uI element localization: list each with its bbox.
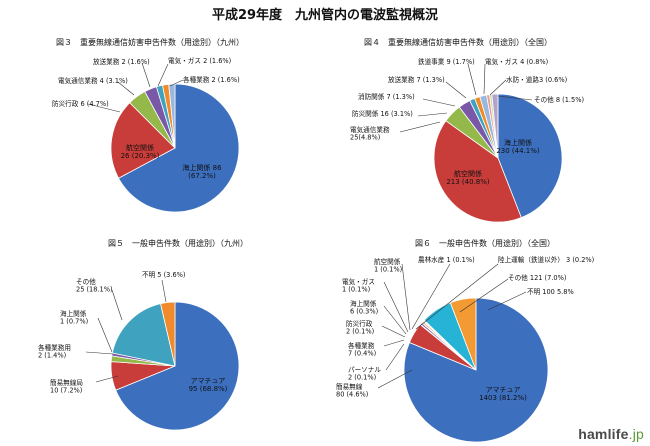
leader-line — [417, 112, 448, 117]
leader-line — [87, 103, 121, 113]
pie-chart-fig4: 図４ 重要無線通信妨害申告件数（用途別）（全国） 海上関係 230 (44.1%) 航… — [350, 37, 584, 223]
leader-line — [459, 278, 509, 313]
slice-label: 不明 100 5.8% — [527, 288, 574, 296]
slice-label: その他 25 (18.1%) — [76, 277, 113, 294]
leader-line — [381, 325, 406, 338]
leader-line — [445, 81, 467, 99]
slice-label: アマチュア 1403 (81.2%) — [479, 386, 527, 402]
slice-label: 鉄道事業 9 (1.7%) — [418, 57, 475, 66]
leader-line — [487, 291, 527, 311]
slice-label: 各種業務用 2 (1.4%) — [38, 343, 71, 360]
leader-line — [97, 317, 113, 353]
chart-title: 図３ 重要無線通信妨害申告件数（用途別）（九州） — [56, 37, 244, 47]
slice-label: 電気・ガス 1 (0.1%) — [342, 277, 375, 294]
slice-label: 放送業務 2 (1.6%) — [93, 57, 150, 66]
chart-title: 図４ 重要無線通信妨害申告件数（用途別）（全国） — [364, 37, 552, 47]
pie-slice-10 — [491, 93, 499, 159]
slice-label: 海上関係 1 (0.7%) — [60, 309, 88, 326]
pie-slice-2 — [433, 120, 522, 223]
slice-label: 電気・ガス 2 (1.6%) — [168, 56, 231, 65]
leader-line — [483, 63, 486, 95]
leader-line — [383, 305, 407, 335]
slice-label: 海上関係 6 (0.3%) — [350, 299, 378, 316]
slice-label: 航空関係 1 (0.1%) — [374, 257, 402, 274]
slice-label: 不明 5 (3.6%) — [142, 271, 185, 279]
leader-line — [383, 339, 405, 347]
leader-line — [467, 63, 477, 96]
slice-label: 電気通信業務 25(4.8%) — [350, 125, 390, 142]
leader-line — [85, 351, 114, 355]
slice-label: 電気・ガス 4 (0.8%) — [485, 57, 548, 66]
slice-label: 各種業務 7 (0.4%) — [348, 341, 376, 358]
slice-label: 農林水産 1 (0.1%) — [418, 255, 475, 264]
pie-chart-fig3: 図３ 重要無線通信妨害申告件数（用途別）（九州） 海上関係 86 (67.2%) 航空… — [52, 37, 244, 213]
slice-label: 電気通信業務 4 (3.1%) — [58, 76, 128, 85]
chart-title: 図６ 一般申告件数（用途別）（全国） — [415, 238, 555, 248]
pie-slice-1 — [118, 83, 240, 213]
pie-slice-12 — [449, 297, 477, 371]
leader-line — [157, 63, 169, 87]
pie-chart-fig6: 図６ 一般申告件数（用途別）（全国） アマチュア 1403 (81.2%) 簡易無線 8… — [336, 238, 594, 443]
leader-line — [385, 343, 405, 371]
slice-label: 陸上運輸（鉄道以外） 3 (0.2%) — [498, 255, 594, 264]
pie-slice-5 — [111, 303, 176, 367]
leader-line — [399, 121, 441, 133]
leader-line — [415, 263, 499, 330]
pie-chart-fig5: 図５ 一般申告件数（用途別）（九州） アマチュア 95 (68.8%) 簡易無線局 10… — [38, 238, 248, 431]
leader-line — [411, 263, 451, 330]
leader-line — [489, 79, 507, 96]
slice-label: 各種業務 2 (1.6%) — [183, 75, 240, 84]
leader-line — [383, 281, 409, 333]
leader-line — [401, 263, 411, 331]
slice-label: 消防関係 7 (1.3%) — [358, 92, 415, 101]
slice-label: 防災関係 16 (3.1%) — [352, 109, 413, 118]
leader-line — [117, 81, 135, 96]
leader-line — [169, 79, 184, 87]
slice-label: その他 121 (7.0%) — [508, 273, 566, 282]
leader-line — [141, 62, 151, 88]
leader-line — [111, 289, 123, 321]
pie-slice-1 — [497, 93, 563, 219]
slice-label: その他 8 (1.5%) — [534, 95, 584, 104]
slice-label: アマチュア 95 (68.8%) — [189, 377, 228, 393]
slice-label: 水防・道路3 (0.6%) — [506, 75, 567, 84]
slice-label: パーソナル 2 (0.1%) — [348, 366, 381, 382]
slice-label: 海上関係 86 (67.2%) — [182, 163, 222, 180]
slice-label: 防災行政 2 (0.1%) — [346, 319, 374, 336]
leader-line — [377, 369, 413, 389]
slice-label: 簡易無線局 10 (7.2%) — [50, 378, 83, 395]
slice-label: 簡易無線 80 (4.6%) — [336, 382, 368, 399]
slice-label: 海上関係 230 (44.1%) — [496, 138, 540, 155]
watermark-logo: hamlife.jp — [578, 426, 644, 442]
slice-label: 航空関係 213 (40.8%) — [446, 169, 490, 186]
slice-label: 放送業務 7 (1.3%) — [388, 75, 445, 84]
leader-line — [422, 98, 456, 107]
slice-label: 航空関係 26 (20.3%) — [121, 143, 160, 160]
page-title: 平成29年度 九州管内の電波監視概況 — [211, 8, 439, 23]
pie-slice-6 — [160, 301, 176, 367]
chart-title: 図５ 一般申告件数（用途別）（九州） — [108, 238, 248, 248]
pie-slice-2 — [110, 102, 176, 179]
slice-label: 防災行政 6 (4.7%) — [52, 99, 109, 108]
leader-line — [95, 375, 119, 383]
leader-line — [497, 95, 533, 101]
pie-slice-1 — [115, 301, 240, 431]
leader-line — [161, 279, 167, 303]
